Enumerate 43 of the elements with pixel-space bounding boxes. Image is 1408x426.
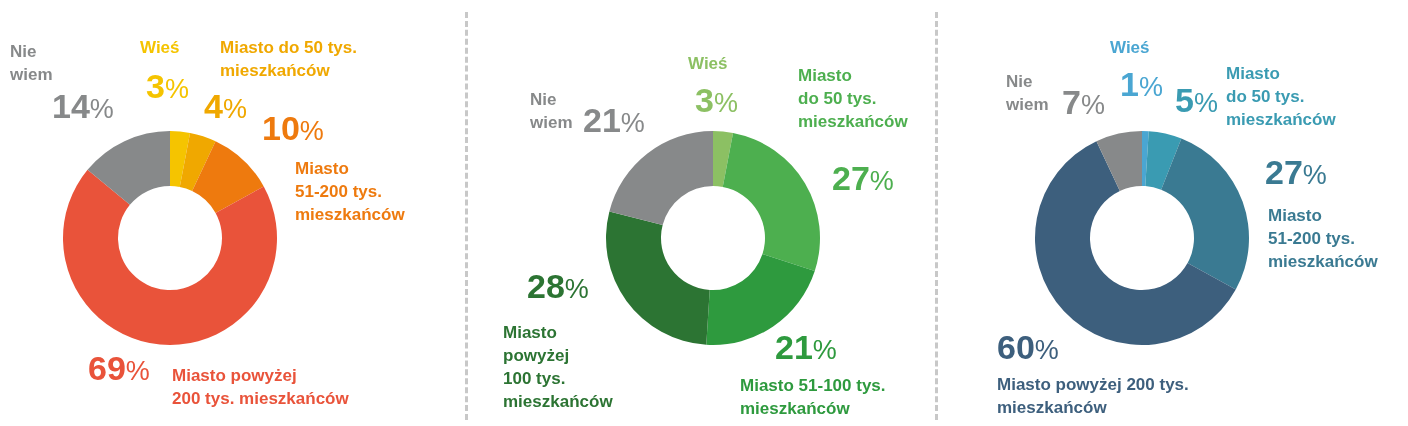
- slice-label: Nie wiem: [10, 41, 53, 86]
- data-label: 14%: [52, 87, 114, 125]
- donut-slice: [1096, 131, 1142, 191]
- data-label: 21%: [775, 328, 837, 366]
- data-label: 7%: [1062, 83, 1105, 121]
- donut-slice: [1145, 131, 1182, 190]
- data-label: 4%: [204, 87, 247, 125]
- data-label: 21%: [583, 101, 645, 139]
- donut-slice: [170, 131, 191, 187]
- donut-slice: [179, 132, 216, 191]
- slice-label: Wieś: [140, 37, 180, 59]
- slice-label: Miasto 51-200 tys. mieszkańców: [295, 158, 405, 226]
- data-label: 27%: [1265, 153, 1327, 191]
- slice-label: Miasto 51-200 tys. mieszkańców: [1268, 205, 1378, 273]
- donut-slice: [606, 211, 710, 345]
- data-label: 69%: [88, 349, 150, 387]
- slice-label: Miasto powyżej 200 tys. mieszkańców: [997, 374, 1189, 419]
- data-label: 28%: [527, 267, 589, 305]
- slice-label: Nie wiem: [1006, 71, 1049, 116]
- data-label: 5%: [1175, 81, 1218, 119]
- data-label: 60%: [997, 328, 1059, 366]
- data-label: 1%: [1120, 65, 1163, 103]
- slice-label: Miasto powyżej 100 tys. mieszkańców: [503, 322, 613, 413]
- donut-slice: [722, 132, 820, 272]
- donut-slice: [87, 131, 170, 205]
- data-label: 27%: [832, 159, 894, 197]
- donut-slice: [713, 131, 734, 187]
- slice-label: Wieś: [1110, 37, 1150, 59]
- data-label: 3%: [146, 67, 189, 105]
- slice-label: Miasto do 50 tys. mieszkańców: [220, 37, 357, 82]
- data-label: 10%: [262, 109, 324, 147]
- donut-slice: [1142, 131, 1149, 187]
- data-label: 3%: [695, 81, 738, 119]
- slice-label: Miasto 51-100 tys. mieszkańców: [740, 375, 886, 420]
- slice-label: Nie wiem: [530, 89, 573, 134]
- slice-label: Miasto do 50 tys. mieszkańców: [1226, 63, 1336, 131]
- donut-slice: [1161, 138, 1249, 290]
- slice-label: Miasto do 50 tys. mieszkańców: [798, 65, 908, 133]
- donut-slice: [192, 141, 264, 213]
- slice-label: Miasto powyżej 200 tys. mieszkańców: [172, 365, 349, 410]
- donut-slice: [63, 169, 277, 345]
- slice-label: Wieś: [688, 53, 728, 75]
- donut-slice: [609, 131, 713, 226]
